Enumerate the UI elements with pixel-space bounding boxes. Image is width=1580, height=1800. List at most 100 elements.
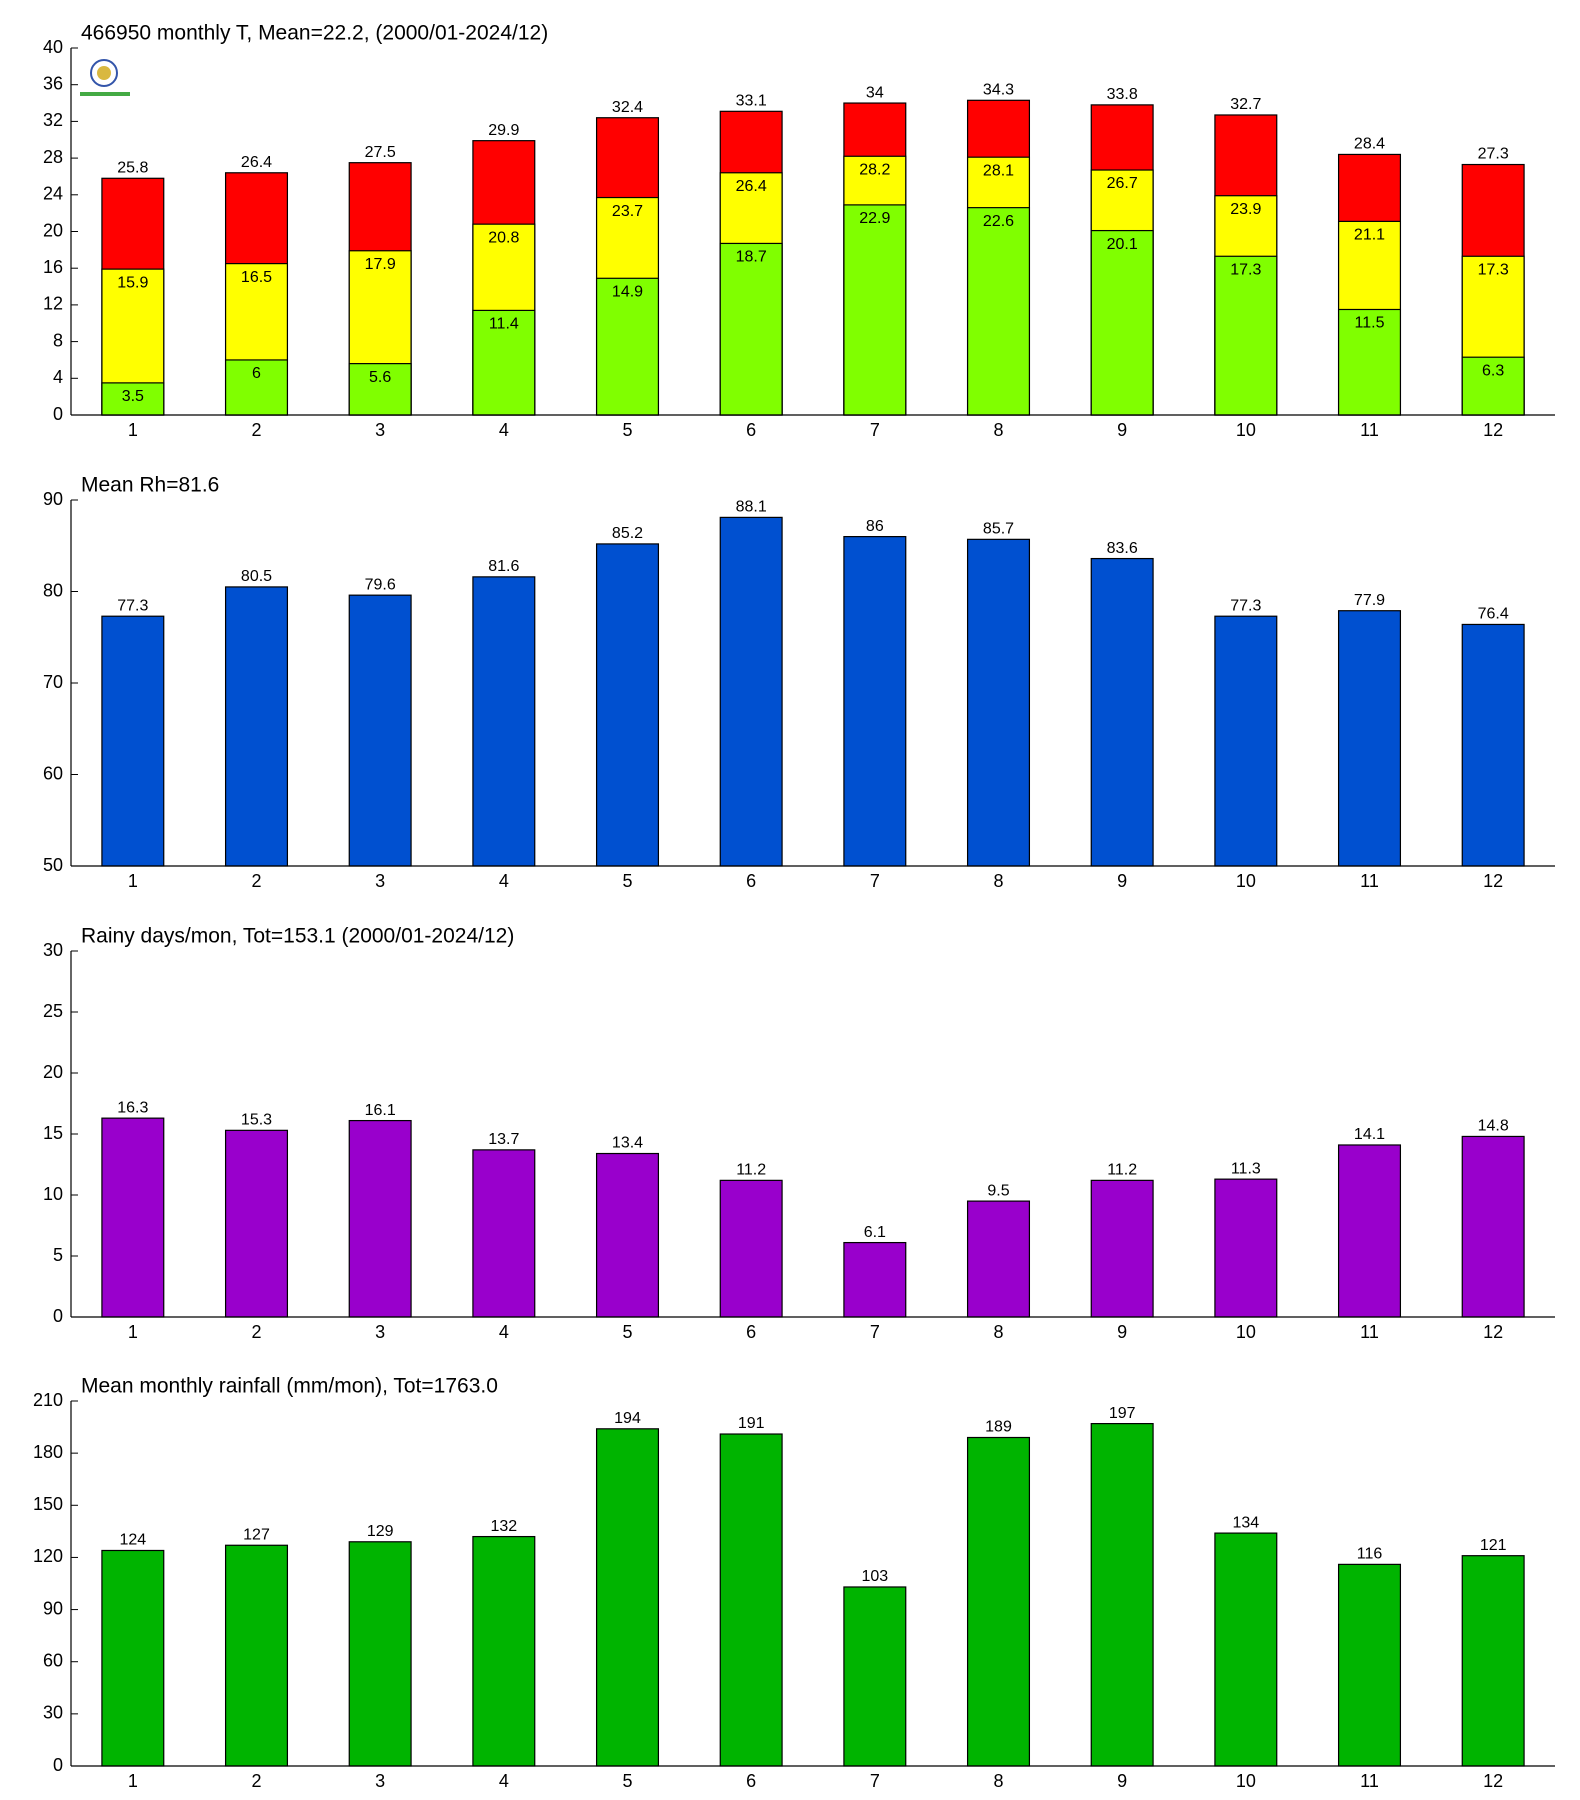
bar <box>966 207 1031 416</box>
bar <box>348 594 412 867</box>
bar <box>595 543 660 867</box>
value-label: 88.1 <box>736 499 767 516</box>
x-tick-label: 9 <box>1117 1771 1127 1791</box>
bar <box>1461 1555 1525 1767</box>
value-label: 32.4 <box>612 99 643 116</box>
value-label: 32.7 <box>1230 96 1261 113</box>
value-label: 20.1 <box>1107 236 1138 253</box>
logo <box>80 59 130 96</box>
bar <box>843 1586 907 1767</box>
bar <box>472 309 536 416</box>
x-tick-label: 4 <box>499 871 509 891</box>
bar <box>101 615 165 867</box>
x-tick-label: 8 <box>993 1771 1003 1791</box>
x-tick-label: 2 <box>251 871 261 891</box>
value-label: 14.8 <box>1478 1118 1509 1135</box>
bar <box>1214 615 1278 867</box>
value-label: 18.7 <box>736 249 767 266</box>
value-label: 6 <box>252 365 261 382</box>
value-label: 13.4 <box>612 1135 643 1152</box>
bar <box>348 363 412 416</box>
bar <box>1461 623 1525 867</box>
bar <box>224 586 289 867</box>
value-label: 83.6 <box>1107 540 1138 557</box>
value-label: 17.3 <box>1478 261 1509 278</box>
bar <box>101 1117 165 1318</box>
value-label: 103 <box>861 1568 888 1585</box>
value-label: 34.3 <box>983 82 1014 99</box>
value-label: 15.9 <box>117 274 148 291</box>
value-label: 29.9 <box>488 122 519 139</box>
value-label: 80.5 <box>241 568 272 585</box>
bar <box>348 1541 412 1767</box>
y-tick-label: 16 <box>43 257 63 277</box>
x-tick-label: 3 <box>375 871 385 891</box>
value-label: 22.6 <box>983 213 1014 230</box>
x-tick-label: 1 <box>128 1771 138 1791</box>
bar <box>1337 1563 1402 1767</box>
y-tick-label: 50 <box>43 855 63 875</box>
bar <box>1337 1144 1402 1318</box>
value-label: 76.4 <box>1478 606 1509 623</box>
x-tick-label: 7 <box>870 1771 880 1791</box>
y-tick-label: 60 <box>43 763 63 783</box>
value-label: 23.7 <box>612 203 643 220</box>
value-label: 11.3 <box>1231 1160 1261 1177</box>
y-tick-label: 30 <box>43 940 63 960</box>
x-tick-label: 6 <box>746 420 756 440</box>
x-tick-label: 11 <box>1360 1771 1379 1791</box>
y-tick-label: 12 <box>43 294 63 314</box>
y-tick-label: 25 <box>43 1001 63 1021</box>
chart-title: 466950 monthly T, Mean=22.2, (2000/01-20… <box>81 22 548 45</box>
x-tick-label: 5 <box>622 871 632 891</box>
value-label: 27.5 <box>365 144 396 161</box>
value-label: 16.3 <box>117 1099 148 1116</box>
y-tick-label: 0 <box>53 1755 63 1775</box>
bar <box>101 382 165 416</box>
y-tick-label: 60 <box>43 1650 63 1670</box>
bar <box>843 1241 907 1318</box>
value-label: 77.3 <box>117 597 148 614</box>
value-label: 86 <box>866 518 884 535</box>
value-label: 23.9 <box>1230 201 1261 218</box>
bar <box>1090 1179 1154 1318</box>
y-tick-label: 90 <box>43 489 63 509</box>
bar <box>966 538 1031 867</box>
value-label: 28.2 <box>859 161 890 178</box>
x-tick-label: 8 <box>993 1322 1003 1342</box>
value-label: 17.3 <box>1230 261 1261 278</box>
value-label: 127 <box>243 1526 270 1543</box>
x-tick-label: 10 <box>1236 871 1256 891</box>
y-tick-label: 4 <box>53 367 63 387</box>
x-tick-label: 8 <box>993 871 1003 891</box>
bar <box>595 1152 660 1318</box>
bar <box>966 1200 1031 1318</box>
value-label: 116 <box>1357 1546 1383 1563</box>
y-tick-label: 40 <box>43 37 63 57</box>
x-tick-label: 5 <box>622 420 632 440</box>
value-label: 81.6 <box>488 558 519 575</box>
y-tick-label: 70 <box>43 672 63 692</box>
bar <box>224 1544 289 1767</box>
x-tick-label: 12 <box>1483 1771 1503 1791</box>
value-label: 85.7 <box>983 521 1014 538</box>
x-tick-label: 4 <box>499 1322 509 1342</box>
value-label: 33.8 <box>1107 86 1138 103</box>
x-tick-label: 5 <box>622 1322 632 1342</box>
x-tick-label: 12 <box>1483 871 1503 891</box>
value-label: 11.2 <box>1107 1162 1137 1179</box>
y-tick-label: 180 <box>33 1442 63 1462</box>
value-label: 129 <box>367 1523 394 1540</box>
bar <box>1214 255 1278 416</box>
bar <box>224 1129 289 1318</box>
value-label: 3.5 <box>122 388 144 405</box>
value-label: 26.4 <box>241 154 272 171</box>
bar <box>1090 1422 1154 1767</box>
bar <box>719 1433 783 1767</box>
bar <box>224 359 289 416</box>
x-tick-label: 11 <box>1360 1322 1379 1342</box>
bar <box>472 1535 536 1767</box>
value-label: 11.2 <box>736 1162 766 1179</box>
x-tick-label: 7 <box>870 420 880 440</box>
x-tick-label: 1 <box>128 1322 138 1342</box>
